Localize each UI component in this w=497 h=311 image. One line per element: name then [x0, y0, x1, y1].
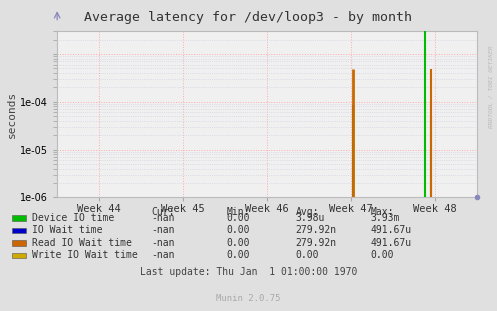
- Text: Min:: Min:: [226, 207, 249, 217]
- Text: 279.92n: 279.92n: [296, 238, 337, 248]
- Text: 0.00: 0.00: [296, 250, 319, 260]
- Y-axis label: seconds: seconds: [7, 91, 17, 138]
- Text: 3.98u: 3.98u: [296, 213, 325, 223]
- Text: 279.92n: 279.92n: [296, 225, 337, 235]
- Text: Avg:: Avg:: [296, 207, 319, 217]
- Text: 0.00: 0.00: [370, 250, 394, 260]
- Text: Max:: Max:: [370, 207, 394, 217]
- Text: Device IO time: Device IO time: [32, 213, 114, 223]
- Text: -nan: -nan: [152, 225, 175, 235]
- Text: 0.00: 0.00: [226, 213, 249, 223]
- Text: -nan: -nan: [152, 213, 175, 223]
- Text: Munin 2.0.75: Munin 2.0.75: [216, 294, 281, 303]
- Text: -nan: -nan: [152, 238, 175, 248]
- Text: Last update: Thu Jan  1 01:00:00 1970: Last update: Thu Jan 1 01:00:00 1970: [140, 267, 357, 277]
- Text: 0.00: 0.00: [226, 225, 249, 235]
- Text: -nan: -nan: [152, 250, 175, 260]
- Text: Write IO Wait time: Write IO Wait time: [32, 250, 138, 260]
- Text: 0.00: 0.00: [226, 238, 249, 248]
- Text: IO Wait time: IO Wait time: [32, 225, 103, 235]
- Text: RRDTOOL / TOBI OETIKER: RRDTOOL / TOBI OETIKER: [488, 46, 493, 128]
- Text: Cur:: Cur:: [152, 207, 175, 217]
- Text: 491.67u: 491.67u: [370, 225, 412, 235]
- Text: 491.67u: 491.67u: [370, 238, 412, 248]
- Text: 0.00: 0.00: [226, 250, 249, 260]
- Text: Read IO Wait time: Read IO Wait time: [32, 238, 132, 248]
- Text: Average latency for /dev/loop3 - by month: Average latency for /dev/loop3 - by mont…: [84, 11, 413, 24]
- Text: 3.93m: 3.93m: [370, 213, 400, 223]
